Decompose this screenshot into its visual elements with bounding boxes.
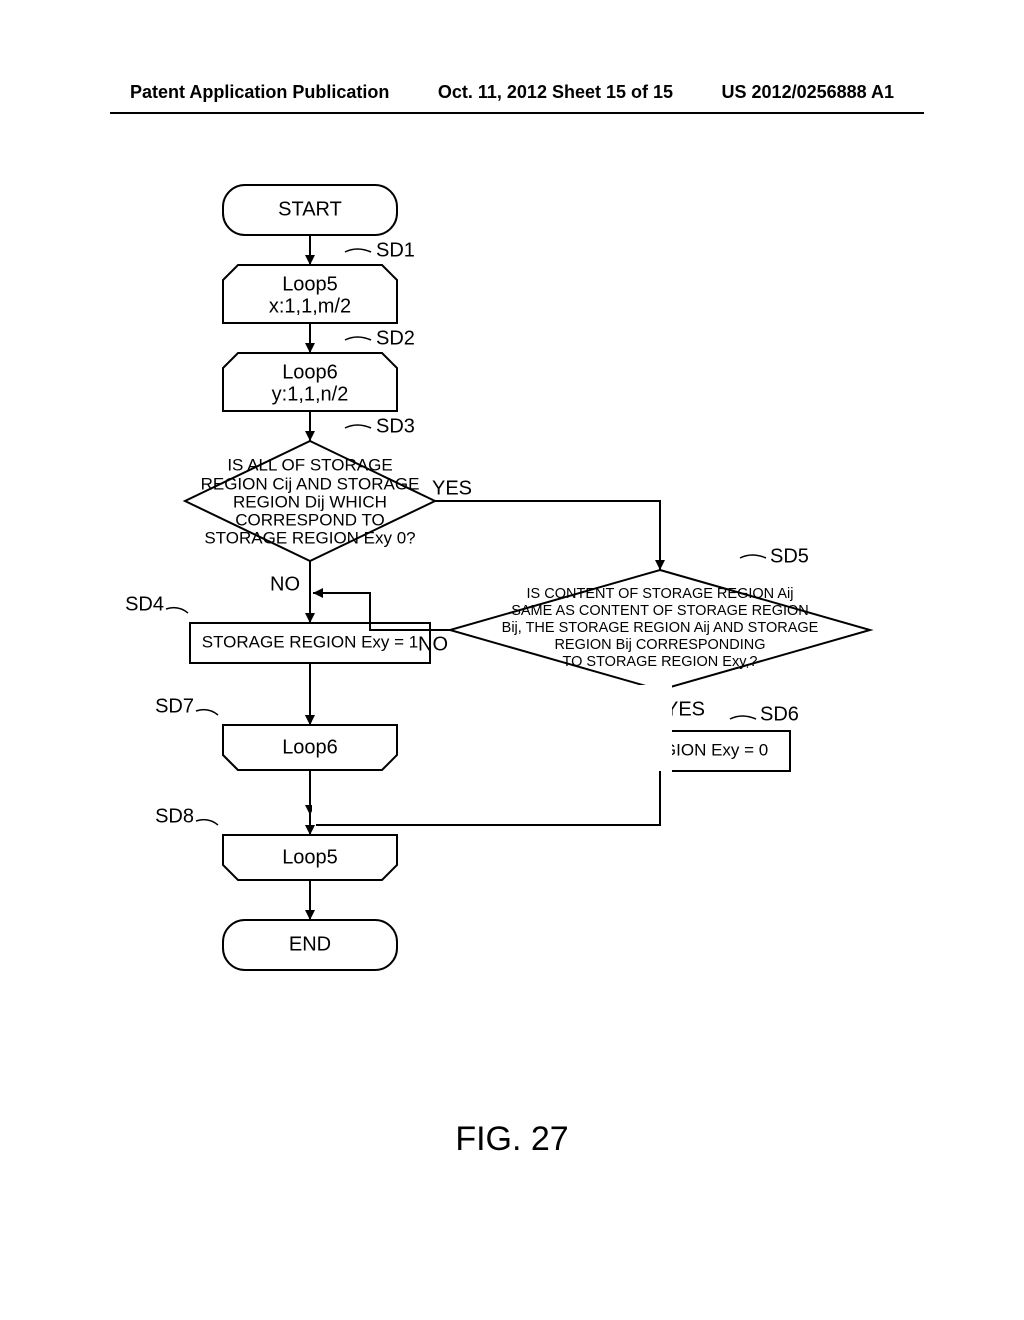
sd5-l2: SAME AS CONTENT OF STORAGE REGION [511,603,809,619]
sd3-l2: REGION Cij AND STORAGE [201,474,420,493]
sd7-tag: SD7 [155,695,194,717]
sd2-line2: y:1,1,n/2 [272,383,349,405]
header-center: Oct. 11, 2012 Sheet 15 of 15 [438,82,673,103]
svg-text:Loop6: Loop6 [282,736,338,758]
sd2-line1: Loop6 [282,361,338,383]
sd3-node: IS ALL OF STORAGE REGION Cij AND STORAGE… [185,441,435,561]
sd4-text: STORAGE REGION Exy = 1 [202,632,419,651]
sd5-l4: REGION Bij CORRESPONDING [554,637,765,653]
header-left: Patent Application Publication [130,82,389,103]
start-node: START [223,185,397,235]
sd8-text: Loop5 [282,846,338,868]
sd8-leader [196,820,218,825]
sd3-l1: IS ALL OF STORAGE [227,455,392,474]
page-header: Patent Application Publication Oct. 11, … [0,82,1024,103]
sd6-tag: SD6 [760,703,799,725]
sd3-leader [345,425,371,428]
header-right: US 2012/0256888 A1 [722,82,894,103]
figure-caption: FIG. 27 [0,1120,1024,1159]
sd5-node: IS CONTENT OF STORAGE REGION Aij SAME AS… [450,570,870,690]
end-label: END [289,933,331,955]
sd2-node: Loop6 y:1,1,n/2 [223,353,397,411]
end-node: END [223,920,397,970]
sd5-no: NO [418,633,448,655]
sd2-leader [345,337,371,340]
sd3-l4: CORRESPOND TO [235,510,385,529]
sd1-leader [345,249,371,252]
edge-sd3-sd5 [435,501,660,570]
sd7-leader [196,710,218,715]
flowchart-svg: START Loop5 x:1,1,m/2 SD1 Loop6 y:1,1,n/… [110,175,930,1095]
sd7-node-redraw: Loop6 [223,725,397,770]
start-label: START [278,198,342,220]
flowchart-container: START Loop5 x:1,1,m/2 SD1 Loop6 y:1,1,n/… [110,175,930,1095]
sd1-tag: SD1 [376,239,415,261]
sd5-tag: SD5 [770,545,809,567]
sd1-node: Loop5 x:1,1,m/2 [223,265,397,323]
sd5-leader [740,555,766,558]
sd1-line2: x:1,1,m/2 [269,295,351,317]
sd5-l3: Bij, THE STORAGE REGION Aij AND STORAGE [502,620,819,636]
sd8-tag: SD8 [155,805,194,827]
header-rule [110,112,924,114]
sd3-l5: STORAGE REGION Exy 0? [204,528,415,547]
sd2-tag: SD2 [376,327,415,349]
sd4-leader [166,608,188,613]
sd3-l3: REGION Dij WHICH [233,492,387,511]
sd5-l5: TO STORAGE REGION Exy,? [563,654,758,670]
sd8-node: Loop5 [223,835,397,880]
sd4-tag: SD4 [125,593,164,615]
sd3-no: NO [270,573,300,595]
sd1-line1: Loop5 [282,273,338,295]
sd3-yes: YES [432,477,472,499]
sd6-leader [730,716,756,719]
sd5-l1: IS CONTENT OF STORAGE REGION Aij [527,586,794,602]
sd3-tag: SD3 [376,415,415,437]
